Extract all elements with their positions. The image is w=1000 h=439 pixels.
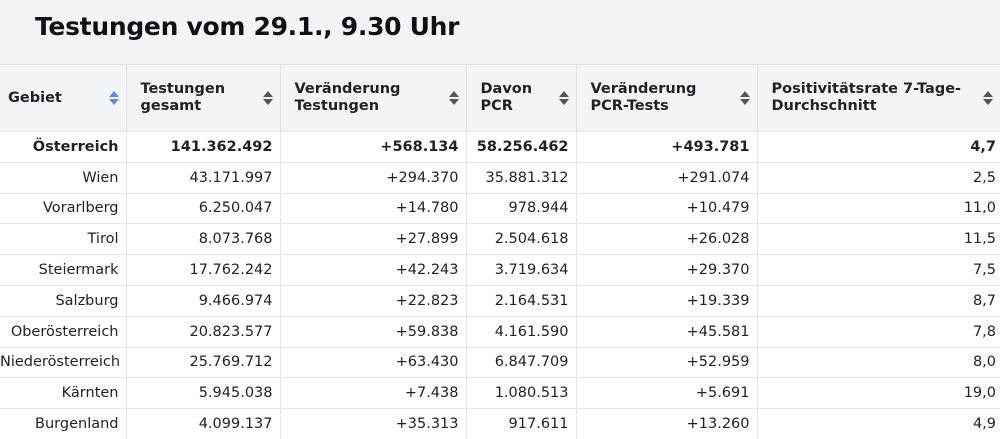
- table-cell-region: Wien: [0, 162, 127, 194]
- table-cell: 11,5: [963, 231, 996, 248]
- table-cell: +14.780: [280, 193, 467, 224]
- table-cell: +13.260: [576, 408, 758, 439]
- table-cell: 8,7: [972, 292, 996, 309]
- table-cell: +568.134: [280, 131, 467, 163]
- table-row: Salzburg 9.466.974 +22.823 2.164.531 +19.339…: [0, 285, 1000, 317]
- table-row: Oberösterreich 20.823.577 +59.838 4.161.590…: [0, 316, 1000, 348]
- sort-icon[interactable]: [558, 91, 570, 105]
- page-title: Testungen vom 29.1., 9.30 Uhr: [35, 12, 460, 41]
- column-header-testungen-gesamt[interactable]: Testungen gesamt: [126, 64, 281, 132]
- table-cell: +29.370: [576, 254, 758, 286]
- column-header-label: Veränderung Testungen: [294, 81, 401, 114]
- table-cell: +59.838: [280, 316, 467, 348]
- column-header-label: Veränderung PCR-Tests: [590, 81, 697, 114]
- table-cell: 4,9: [972, 416, 996, 433]
- sort-icon[interactable]: [108, 91, 120, 105]
- column-header-label: Positivitätsrate 7-Tage-Durchschnitt: [771, 81, 962, 114]
- table-cell-region: Tirol: [0, 223, 127, 255]
- table-cell: +5.691: [576, 377, 758, 409]
- table-cell: 8.073.768: [126, 223, 281, 255]
- table-cell: 978.944: [466, 193, 577, 224]
- table-cell: +45.581: [576, 316, 758, 348]
- sort-icon[interactable]: [982, 91, 994, 105]
- table-cell: +63.430: [280, 347, 467, 378]
- table-cell: +26.028: [576, 223, 758, 255]
- table-cell-region: Steiermark: [0, 254, 127, 286]
- sort-icon[interactable]: [448, 91, 460, 105]
- table-cell: 6.250.047: [126, 193, 281, 224]
- table-header-row: Gebiet Testungen gesamt Veränderung Test…: [0, 64, 1000, 132]
- sort-icon[interactable]: [262, 91, 274, 105]
- table-row: Österreich 141.362.492 +568.134 58.256.462 +…: [0, 131, 1000, 163]
- table-cell: 20.823.577: [126, 316, 281, 348]
- table-cell: +27.899: [280, 223, 467, 255]
- table-cell: 58.256.462: [466, 131, 577, 163]
- table-row: Steiermark 17.762.242 +42.243 3.719.634 +29.…: [0, 254, 1000, 286]
- title-bar: Testungen vom 29.1., 9.30 Uhr: [0, 0, 1000, 64]
- table-cell: +10.479: [576, 193, 758, 224]
- table-cell: +291.074: [576, 162, 758, 194]
- table-cell: 11,0: [963, 200, 996, 217]
- table-cell: 917.611: [466, 408, 577, 439]
- table-cell: 6.847.709: [466, 347, 577, 378]
- table-cell: 25.769.712: [126, 347, 281, 378]
- table-row: Kärnten 5.945.038 +7.438 1.080.513 +5.691 19,…: [0, 377, 1000, 409]
- column-header-veraenderung-testungen[interactable]: Veränderung Testungen: [280, 64, 467, 132]
- table-cell: 4.099.137: [126, 408, 281, 439]
- table-cell: +19.339: [576, 285, 758, 317]
- column-header-label: Gebiet: [8, 89, 62, 106]
- column-header-label: Testungen gesamt: [140, 81, 226, 114]
- table-cell-region: Kärnten: [0, 377, 127, 409]
- table-cell-region: Österreich: [0, 131, 127, 163]
- table-cell-region: Vorarlberg: [0, 193, 127, 224]
- table-cell: +493.781: [576, 131, 758, 163]
- table-cell: 2.164.531: [466, 285, 577, 317]
- table-cell: +22.823: [280, 285, 467, 317]
- table-row: Vorarlberg 6.250.047 +14.780 978.944 +10.479…: [0, 193, 1000, 224]
- table-cell: 8,0: [972, 354, 996, 371]
- table-cell: 141.362.492: [126, 131, 281, 163]
- table-cell: 5.945.038: [126, 377, 281, 409]
- table-cell: 17.762.242: [126, 254, 281, 286]
- table-cell-region: Oberösterreich: [0, 316, 127, 348]
- table-cell: +294.370: [280, 162, 467, 194]
- table-cell-region: Salzburg: [0, 285, 127, 317]
- table-cell: +35.313: [280, 408, 467, 439]
- table-row: Burgenland 4.099.137 +35.313 917.611 +13.260…: [0, 408, 1000, 439]
- table-cell: 2,5: [972, 169, 996, 186]
- table-row: Tirol 8.073.768 +27.899 2.504.618 +26.028 11,…: [0, 223, 1000, 255]
- table-cell: 4,7: [970, 138, 996, 155]
- table-cell: 35.881.312: [466, 162, 577, 194]
- column-header-davon-pcr[interactable]: Davon PCR: [466, 64, 577, 132]
- table-cell: 7,8: [972, 323, 996, 340]
- sort-icon[interactable]: [739, 91, 751, 105]
- testing-table: Gebiet Testungen gesamt Veränderung Test…: [0, 64, 1000, 439]
- table-cell: 1.080.513: [466, 377, 577, 409]
- table-cell-region: Niederösterreich: [0, 347, 127, 378]
- table-cell: 9.466.974: [126, 285, 281, 317]
- table-cell: +7.438: [280, 377, 467, 409]
- table-cell: 43.171.997: [126, 162, 281, 194]
- table-cell: +52.959: [576, 347, 758, 378]
- column-header-veraenderung-pcr[interactable]: Veränderung PCR-Tests: [576, 64, 758, 132]
- table-row: Wien 43.171.997 +294.370 35.881.312 +291.074…: [0, 162, 1000, 194]
- column-header-gebiet[interactable]: Gebiet: [0, 64, 127, 132]
- column-header-positivitaetsrate[interactable]: Positivitätsrate 7-Tage-Durchschnitt: [757, 65, 1000, 132]
- table-cell: 2.504.618: [466, 223, 577, 255]
- table-cell: +42.243: [280, 254, 467, 286]
- table-row: Niederösterreich 25.769.712 +63.430 6.847.7…: [0, 347, 1000, 378]
- table-cell: 3.719.634: [466, 254, 577, 286]
- column-header-label: Davon PCR: [480, 81, 533, 114]
- table-cell: 4.161.590: [466, 316, 577, 348]
- table-cell-region: Burgenland: [0, 408, 127, 439]
- table-cell: 7,5: [972, 262, 996, 279]
- table-cell: 19,0: [963, 385, 996, 402]
